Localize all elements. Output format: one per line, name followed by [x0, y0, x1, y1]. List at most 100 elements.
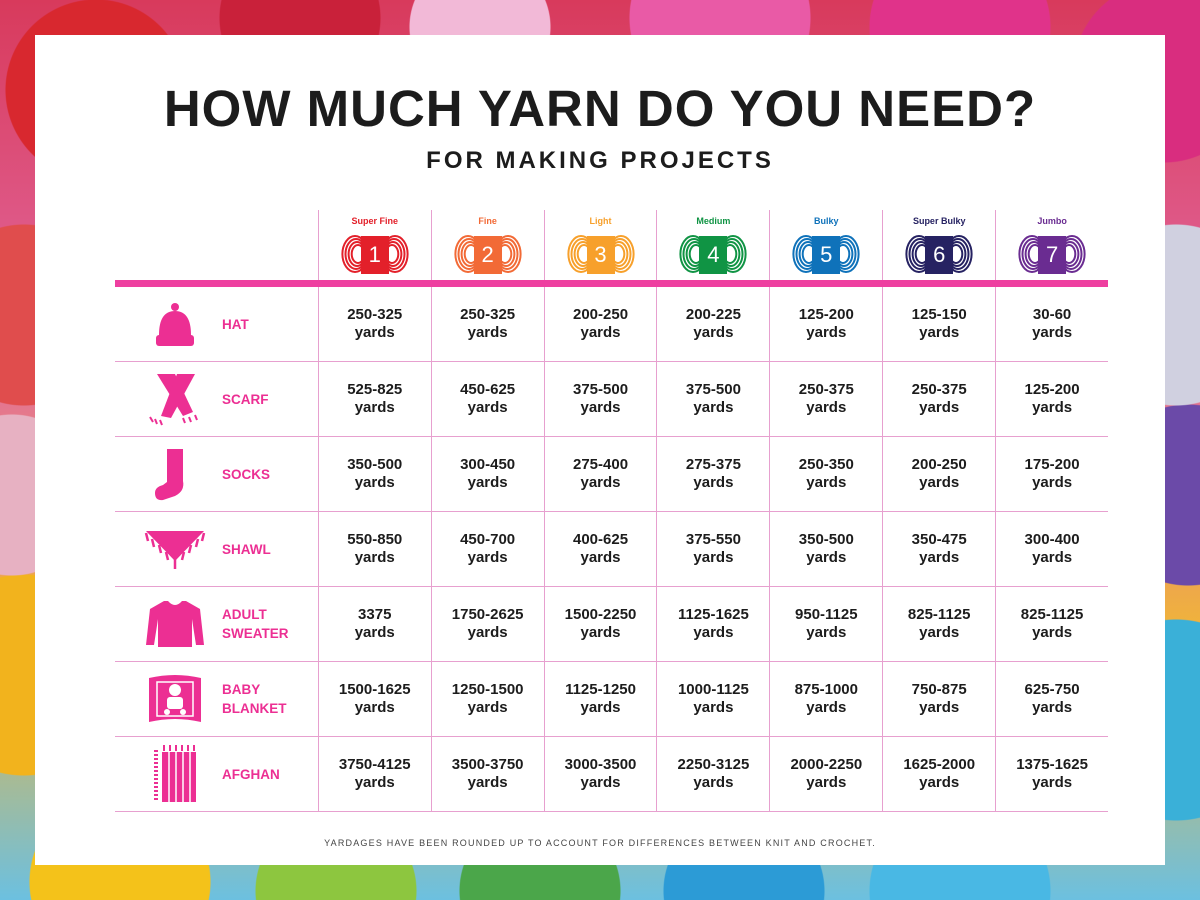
yardage-value: 1500-1625	[338, 681, 411, 698]
shawl-icon	[140, 519, 210, 579]
yardage-value: 250-325	[347, 306, 403, 323]
yardage-unit: yards	[354, 324, 395, 341]
yardage-cell: 1750-2625 yards	[430, 587, 544, 661]
yardage-unit: yards	[354, 399, 395, 416]
yardage-value: 825-1125	[907, 606, 971, 623]
weight-number: 5	[820, 242, 833, 267]
yardage-cell: 625-750 yards	[995, 662, 1108, 736]
yardage-unit: yards	[919, 549, 960, 566]
weight-column-header: Light 3	[543, 210, 657, 280]
yardage-cell: 3000-3500 yards	[543, 737, 657, 811]
yardage-cell: 250-350 yards	[769, 437, 882, 511]
afghan-icon	[140, 744, 210, 804]
yardage-cell: 825-1125 yards	[995, 587, 1108, 661]
yardage-unit: yards	[919, 624, 960, 641]
sweater-icon	[140, 594, 210, 654]
yardage-unit: yards	[1032, 474, 1073, 491]
yardage-unit: yards	[354, 624, 395, 641]
yardage-value: 450-625	[460, 381, 516, 398]
yardage-value: 200-250	[572, 306, 629, 323]
project-cell: HAT	[115, 287, 318, 361]
yardage-cell: 1125-1625 yards	[656, 587, 769, 661]
yardage-value: 1625-2000	[903, 756, 976, 773]
yarn-weight-icon: 2	[450, 232, 526, 283]
weight-column-header: Bulky 5	[769, 210, 882, 280]
yardage-value: 3375	[358, 606, 392, 623]
yardage-unit: yards	[806, 324, 847, 341]
yardage-value: 350-500	[798, 531, 854, 548]
yardage-cell: 3750-4125 yards	[317, 737, 431, 811]
yardage-unit: yards	[354, 699, 395, 716]
yardage-cell: 350-500 yards	[317, 437, 431, 511]
yardage-unit: yards	[467, 699, 508, 716]
yarn-weight-icon: 4	[675, 232, 751, 283]
yardage-unit: yards	[580, 549, 621, 566]
project-label: SCARF	[222, 391, 269, 407]
yardage-value: 625-750	[1024, 681, 1080, 698]
yardage-unit: yards	[806, 474, 847, 491]
yarn-weight-icon: 5	[788, 232, 864, 283]
yardage-unit: yards	[1032, 399, 1073, 416]
project-cell: AFGHAN	[115, 737, 318, 811]
sock-icon	[140, 444, 210, 504]
weight-number: 1	[368, 242, 381, 267]
footnote: YARDAGES HAVE BEEN ROUNDED UP TO ACCOUNT…	[324, 838, 876, 848]
weight-column-header: Jumbo 7	[995, 210, 1108, 280]
hat-icon	[140, 294, 210, 354]
yardage-unit: yards	[806, 549, 847, 566]
yardage-value: 1250-1500	[451, 681, 524, 698]
yardage-cell: 525-825 yards	[317, 362, 431, 436]
yardage-cell: 350-500 yards	[769, 512, 882, 586]
yardage-value: 3000-3500	[564, 756, 637, 773]
table-row: SHAWL 550-850 yards 450-700 yards 400-625 yard…	[115, 512, 1108, 587]
yarn-table: Super Fine 1 Fine 2 Light 3 Medium 4 Bul…	[115, 210, 1108, 812]
yardage-cell: 275-375 yards	[656, 437, 769, 511]
yardage-value: 125-200	[798, 306, 854, 323]
yardage-unit: yards	[580, 399, 621, 416]
yardage-unit: yards	[693, 324, 734, 341]
yardage-value: 550-850	[347, 531, 403, 548]
project-label: HAT	[222, 316, 249, 332]
yardage-unit: yards	[354, 774, 395, 791]
table-row: SOCKS 350-500 yards 300-450 yards 275-400 yard…	[115, 437, 1108, 512]
weight-number: 4	[707, 242, 720, 267]
yardage-unit: yards	[580, 474, 621, 491]
yardage-value: 2250-3125	[677, 756, 750, 773]
yardage-unit: yards	[467, 474, 508, 491]
yardage-value: 525-825	[347, 381, 403, 398]
page-subtitle: FOR MAKING PROJECTS	[426, 147, 774, 174]
yardage-value: 375-500	[572, 381, 629, 398]
yardage-cell: 175-200 yards	[995, 437, 1108, 511]
table-row: BABY BLANKET 1500-1625 yards 1250-1500 yards…	[115, 662, 1108, 737]
weight-number: 7	[1045, 242, 1059, 267]
project-cell: SCARF	[115, 362, 318, 436]
weight-name: Jumbo	[1037, 216, 1067, 226]
yardage-value: 375-550	[685, 531, 741, 548]
yardage-value: 30-60	[1032, 306, 1072, 323]
weight-column-header: Super Fine 1	[317, 210, 431, 280]
yardage-unit: yards	[1032, 699, 1073, 716]
yardage-cell: 2250-3125 yards	[656, 737, 769, 811]
weight-number: 6	[933, 242, 946, 267]
yardage-value: 1125-1625	[677, 606, 749, 623]
yardage-cell: 1375-1625 yards	[995, 737, 1108, 811]
yardage-cell: 300-400 yards	[995, 512, 1108, 586]
yardage-value: 300-400	[1024, 531, 1080, 548]
project-label: AFGHAN	[222, 766, 280, 782]
project-cell: BABY BLANKET	[115, 662, 318, 736]
yardage-value: 250-375	[798, 381, 854, 398]
yardage-value: 250-375	[911, 381, 967, 398]
yardage-cell: 200-250 yards	[882, 437, 995, 511]
yardage-unit: yards	[919, 774, 960, 791]
yardage-unit: yards	[467, 624, 508, 641]
project-label: SOCKS	[222, 466, 271, 482]
yarn-chart-card: HOW MUCH YARN DO YOU NEED? FOR MAKING PR…	[35, 35, 1165, 865]
yardage-value: 450-700	[460, 531, 516, 548]
yardage-unit: yards	[806, 774, 847, 791]
baby-blanket-icon	[140, 669, 210, 729]
weight-header-row: Super Fine 1 Fine 2 Light 3 Medium 4 Bul…	[115, 210, 1108, 280]
yardage-cell: 375-550 yards	[656, 512, 769, 586]
table-row: AFGHAN 3750-4125 yards 3500-3750 yards 3000-3…	[115, 737, 1108, 812]
yardage-value: 200-225	[685, 306, 741, 323]
yardage-unit: yards	[467, 399, 508, 416]
